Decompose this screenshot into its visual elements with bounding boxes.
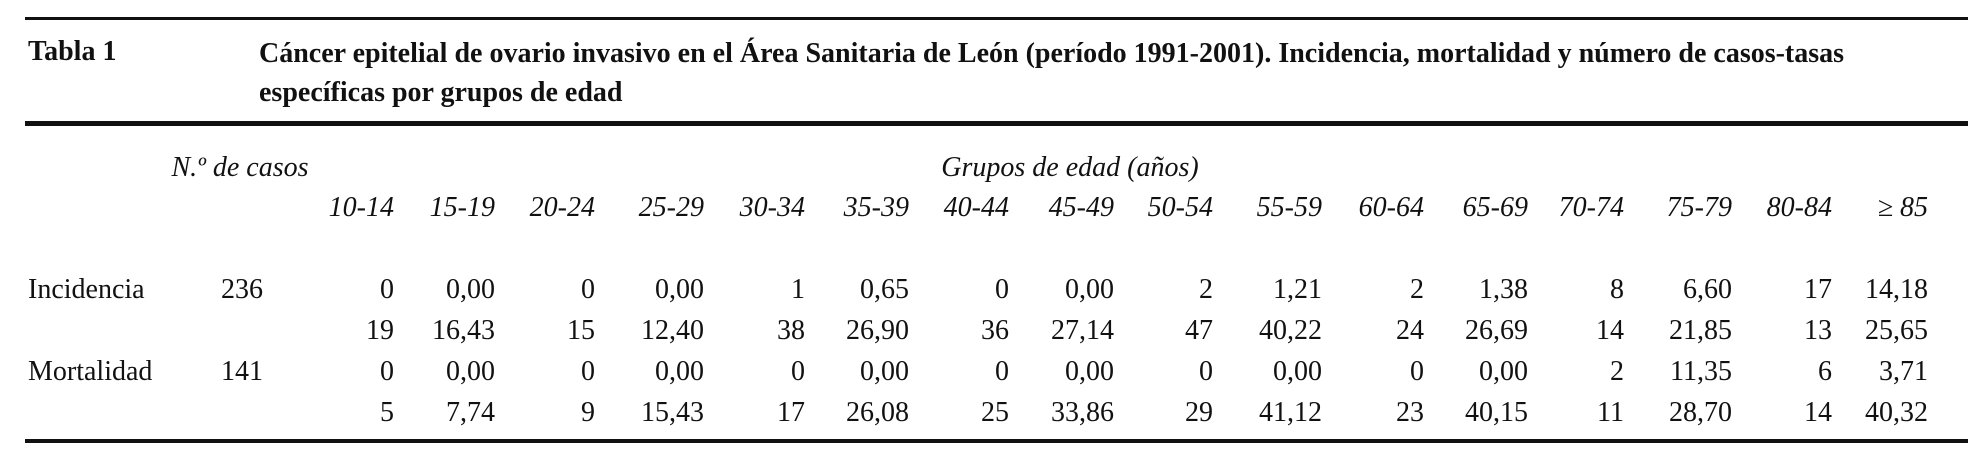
cell: 23 [1396,397,1424,428]
cell: 17 [777,397,805,428]
cell: 25,65 [1865,315,1928,346]
cell: 40,32 [1865,397,1928,428]
age-group-header: 35-39 [843,192,909,223]
cell: 0 [995,356,1009,387]
cell: 47 [1185,315,1213,346]
cell: 27,14 [1051,315,1114,346]
row-total: 141 [221,356,263,387]
cell: 0 [380,356,394,387]
cell: 16,43 [432,315,495,346]
row-label: Mortalidad [28,356,153,387]
cell: 25 [981,397,1009,428]
cell: 0,00 [1273,356,1322,387]
cell: 33,86 [1051,397,1114,428]
cell: 14,18 [1865,274,1928,305]
cell: 26,08 [846,397,909,428]
age-group-header: 60-64 [1358,192,1424,223]
header-rule [25,121,1968,126]
age-group-header: ≥ 85 [1877,192,1928,223]
cell: 24 [1396,315,1424,346]
group-header: Grupos de edad (años) [941,152,1199,183]
cell: 40,15 [1465,397,1528,428]
table-caption: Cáncer epitelial de ovario invasivo en e… [259,38,1845,108]
cell: 26,90 [846,315,909,346]
cell: 6,60 [1683,274,1732,305]
cell: 38 [777,315,805,346]
cell: 6 [1818,356,1832,387]
row-total: 236 [221,274,263,305]
cell: 5 [380,397,394,428]
cell: 2 [1610,356,1624,387]
cell: 15,43 [641,397,704,428]
cell: 13 [1804,315,1832,346]
age-group-header: 55-59 [1256,192,1322,223]
cell: 14 [1804,397,1832,428]
cell: 36 [981,315,1009,346]
cell: 17 [1804,274,1832,305]
cell: 0 [581,356,595,387]
cell: 11,35 [1670,356,1732,387]
cell: 28,70 [1669,397,1732,428]
cell: 0,00 [655,274,704,305]
cell: 19 [366,315,394,346]
age-group-header: 40-44 [943,192,1009,223]
age-group-header: 10-14 [328,192,394,223]
top-rule [25,17,1968,20]
cell: 3,71 [1879,356,1928,387]
age-group-header: 20-24 [529,192,595,223]
cell: 0,00 [446,356,495,387]
cell: 1 [791,274,805,305]
cell: 0 [791,356,805,387]
age-group-header: 65-69 [1462,192,1528,223]
cell: 0 [581,274,595,305]
cell: 21,85 [1669,315,1732,346]
cell: 0,65 [860,274,909,305]
cell: 2 [1410,274,1424,305]
age-group-header: 70-74 [1558,192,1624,223]
cell: 2 [1199,274,1213,305]
cell: 0,00 [1065,274,1114,305]
age-group-header: 45-49 [1048,192,1114,223]
cell: 0,00 [655,356,704,387]
cell: 14 [1596,315,1624,346]
cell: 8 [1610,274,1624,305]
cell: 0,00 [1065,356,1114,387]
cell: 11 [1597,397,1624,428]
cell: 1,38 [1479,274,1528,305]
cell: 0 [1410,356,1424,387]
cell: 1,21 [1273,274,1322,305]
age-group-header: 30-34 [739,192,805,223]
cell: 0 [380,274,394,305]
cell: 9 [581,397,595,428]
age-group-header: 50-54 [1147,192,1213,223]
cell: 0 [1199,356,1213,387]
age-group-header: 25-29 [638,192,704,223]
cell: 29 [1185,397,1213,428]
cell: 15 [567,315,595,346]
cell: 40,22 [1259,315,1322,346]
cell: 0,00 [1479,356,1528,387]
age-group-header: 80-84 [1766,192,1832,223]
cell: 7,74 [446,397,495,428]
age-group-header: 15-19 [429,192,495,223]
cell: 0,00 [860,356,909,387]
row-label: Incidencia [28,274,145,305]
bottom-rule [25,439,1968,443]
age-group-header: 75-79 [1666,192,1732,223]
cell: 26,69 [1465,315,1528,346]
cell: 0,00 [446,274,495,305]
cell: 41,12 [1259,397,1322,428]
cell: 0 [995,274,1009,305]
table-label: Tabla 1 [28,36,117,67]
count-header: N.º de casos [171,152,309,183]
cell: 12,40 [641,315,704,346]
